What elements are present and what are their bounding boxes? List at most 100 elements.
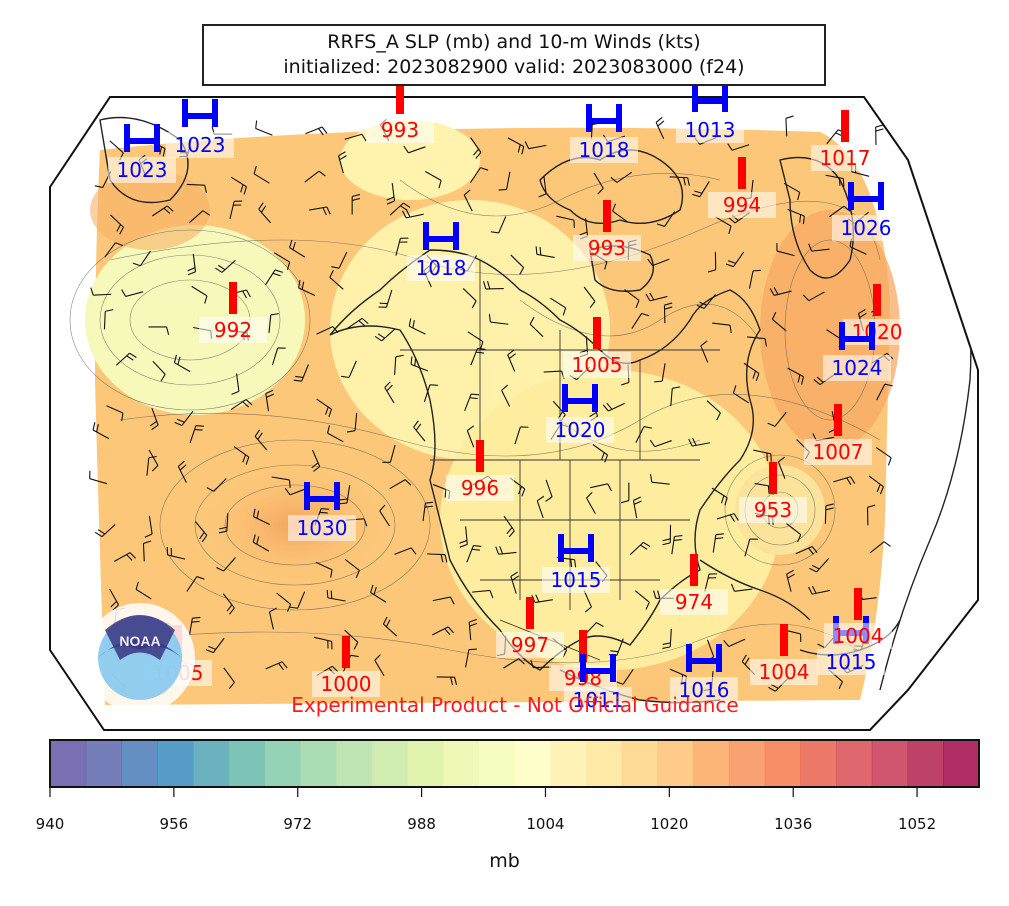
colorbar-tick-label: 1004 — [526, 815, 565, 833]
wind-barb — [389, 479, 412, 490]
wind-barb — [432, 596, 455, 605]
pressure-value: 1000 — [321, 672, 372, 696]
wind-barb — [510, 254, 525, 275]
low-pressure-center: 953 — [739, 462, 807, 523]
low-pressure-center: 974 — [660, 554, 728, 615]
colorbar-swatch — [407, 740, 444, 787]
wind-barb — [655, 116, 665, 140]
wind-barb — [464, 393, 480, 412]
wind-barb — [351, 193, 361, 215]
wind-barb — [305, 126, 328, 136]
wind-barb — [649, 439, 672, 448]
isobars — [69, 173, 881, 664]
wind-barb — [115, 352, 137, 366]
colorbar-swatch — [657, 740, 694, 787]
wind-barb — [191, 285, 208, 304]
wind-barb — [808, 243, 830, 252]
wind-barb — [583, 590, 592, 613]
wind-barb — [706, 400, 721, 421]
wind-barb — [254, 429, 268, 451]
wind-barb — [316, 398, 333, 417]
wind-barb — [833, 476, 856, 486]
colorbar-tick-label: 988 — [407, 815, 436, 833]
wind-barb — [743, 362, 760, 382]
wind-barb — [384, 381, 395, 404]
wind-barb — [347, 412, 358, 433]
wind-barb — [602, 402, 625, 412]
wind-barb — [258, 202, 272, 224]
title-line-2: initialized: 2023082900 valid: 202308300… — [283, 56, 745, 78]
wind-barb — [612, 203, 628, 223]
wind-barb — [704, 573, 718, 592]
pressure-value: 1023 — [117, 158, 168, 182]
wind-barb — [329, 269, 344, 290]
wind-barb — [327, 425, 344, 443]
wind-barb — [186, 576, 205, 592]
colorbar-swatch — [943, 740, 980, 787]
colorbar-swatch — [514, 740, 551, 787]
wind-barb — [783, 182, 801, 201]
high-pressure-center: 1018 — [570, 104, 638, 163]
wind-barb — [586, 492, 596, 514]
pressure-value: 1004 — [833, 624, 884, 648]
noaa-logo-text: NOAA — [119, 633, 160, 649]
wind-barb — [536, 495, 545, 518]
wind-barb — [535, 246, 555, 258]
wind-barb — [503, 515, 515, 538]
wind-barb — [374, 328, 396, 342]
colorbar-swatch — [836, 740, 873, 787]
wind-barb — [787, 367, 804, 385]
pressure-value: 1023 — [175, 133, 226, 157]
wind-barb — [315, 561, 333, 578]
wind-barb — [194, 521, 208, 543]
wind-barbs — [89, 115, 894, 694]
wind-barb — [216, 557, 236, 572]
wind-barb — [620, 482, 630, 504]
wind-barb — [503, 658, 525, 669]
wind-barb — [654, 363, 666, 383]
wind-barb — [326, 589, 346, 602]
colorbar-label: mb — [489, 850, 520, 872]
wind-barb — [825, 174, 845, 187]
high-pressure-center: 1026 — [832, 182, 900, 241]
wind-barb — [545, 479, 553, 502]
wind-barb — [431, 626, 454, 636]
wind-barb — [769, 287, 792, 297]
wind-barb — [177, 460, 187, 483]
wind-barb — [465, 648, 477, 668]
wind-barb — [662, 524, 672, 546]
wind-barb — [233, 446, 250, 465]
wind-barb — [273, 252, 291, 270]
wind-barb — [174, 410, 194, 426]
wind-barb — [786, 569, 795, 592]
wind-barb — [109, 588, 120, 611]
wind-barb — [146, 455, 157, 476]
wind-barb — [413, 420, 426, 442]
pressure-value: 1007 — [813, 440, 864, 464]
low-pressure-center: 1005 — [563, 317, 631, 378]
pressure-value: 1020 — [555, 418, 606, 442]
wind-barb — [868, 475, 884, 495]
wind-barb — [314, 636, 333, 650]
wind-barb — [408, 318, 426, 335]
wind-barb — [309, 206, 331, 216]
colorbar-swatch — [371, 740, 408, 787]
wind-barb — [252, 534, 270, 552]
wind-barb — [268, 607, 277, 630]
wind-barb — [467, 331, 484, 350]
wind-barb — [231, 373, 240, 395]
wind-barb — [824, 503, 834, 524]
pressure-value: 993 — [588, 236, 626, 260]
colorbar-ticks — [49, 787, 918, 797]
wind-barb — [696, 294, 716, 309]
colorbar-tick-label: 1020 — [650, 815, 689, 833]
colorbar-swatch — [300, 740, 337, 787]
wind-barb — [132, 250, 151, 267]
wind-barb — [386, 183, 396, 205]
low-pressure-center: 993 — [366, 82, 434, 143]
pressure-value: 1005 — [572, 353, 623, 377]
wind-barb — [402, 209, 424, 219]
wind-barb — [771, 311, 787, 332]
low-pressure-center: 994 — [708, 157, 776, 218]
colorbar-swatch — [693, 740, 730, 787]
